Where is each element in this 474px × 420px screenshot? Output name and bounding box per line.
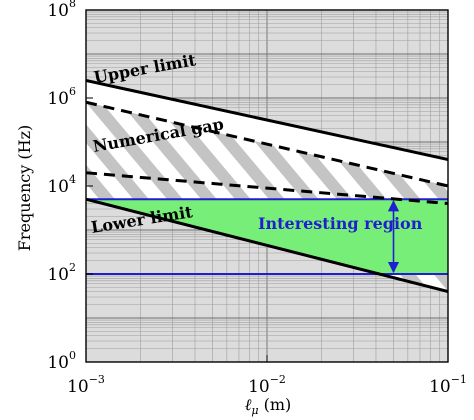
- x-tick-label: 10−1: [429, 373, 467, 397]
- regions: [86, 80, 448, 292]
- upper-limit-line: [86, 79, 448, 161]
- numerical-gap-top-line: [86, 100, 448, 188]
- x-axis-label-unit: (m): [264, 395, 292, 414]
- annotation-interesting-region: Interesting region: [258, 214, 423, 233]
- lower-limit-line: [86, 197, 448, 293]
- y-tick-label: 108: [47, 0, 76, 21]
- ticks: 10−3 10−2 10−1 100 102 104 106 108: [47, 0, 467, 397]
- y-axis-label: Frequency (Hz): [15, 125, 34, 252]
- x-axis-label-sub: μ: [251, 404, 258, 417]
- series-lines: [86, 79, 448, 293]
- y-tick-label: 106: [47, 85, 76, 109]
- y-tick-label: 100: [47, 349, 76, 373]
- x-tick-label: 10−2: [248, 373, 286, 397]
- interesting-region-fill: [86, 199, 448, 274]
- x-axis-label: ℓμ (m): [245, 395, 291, 417]
- numerical-gap-bottom-line: [86, 171, 448, 206]
- upper-clear-band: [86, 80, 448, 186]
- x-tick-label: 10−3: [67, 373, 105, 397]
- y-tick-label: 104: [47, 173, 76, 197]
- x-axis-label-main: ℓ: [245, 395, 252, 414]
- y-tick-label: 102: [47, 261, 76, 285]
